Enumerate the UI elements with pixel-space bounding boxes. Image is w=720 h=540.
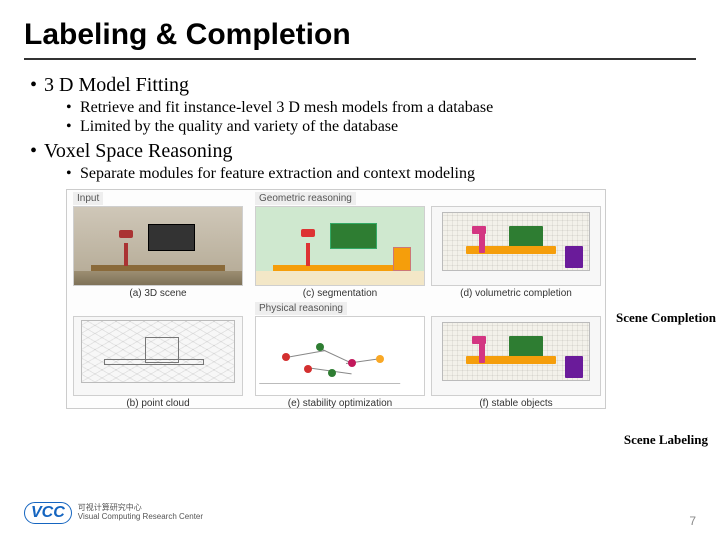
logo-en: Visual Computing Research Center [78,512,203,521]
panel-d [431,206,601,286]
logo-cn: 可视计算研究中心 [78,503,142,512]
side-label-labeling: Scene Labeling [624,432,708,448]
panel-e-label: (e) stability optimization [255,398,425,409]
bullet-3d-model-fitting: •3 D Model Fitting [30,74,696,97]
panel-c-label: (c) segmentation [255,288,425,299]
slide-title: Labeling & Completion [24,18,696,60]
logo-mark: VCC [24,502,72,524]
panel-a [73,206,243,286]
slide: Labeling & Completion •3 D Model Fitting… [0,0,720,540]
bullet-l2a-text: Retrieve and fit instance-level 3 D mesh… [80,99,493,116]
bullet-l2b-text: Limited by the quality and variety of th… [80,118,398,135]
bullet-l1a-text: 3 D Model Fitting [44,74,189,96]
logo-text: 可视计算研究中心 Visual Computing Research Cente… [78,504,203,522]
panel-f [431,316,601,396]
bullet-voxel-space: •Voxel Space Reasoning [30,140,696,163]
bullet-l2c-text: Separate modules for feature extraction … [80,165,475,182]
figure-section-physical: Physical reasoning [255,302,347,315]
panel-c [255,206,425,286]
bullet-limited-by: •Limited by the quality and variety of t… [66,118,696,136]
figure: Input Geometric reasoning Physical reaso… [66,189,606,409]
panel-b-label: (b) point cloud [73,398,243,409]
bullet-separate-modules: •Separate modules for feature extraction… [66,165,696,183]
bullet-l1b-text: Voxel Space Reasoning [44,140,233,162]
panel-e [255,316,425,396]
page-number: 7 [689,514,696,528]
panel-d-label: (d) volumetric completion [431,288,601,299]
footer: VCC 可视计算研究中心 Visual Computing Research C… [24,502,696,532]
figure-section-geometric: Geometric reasoning [255,192,356,205]
panel-b [73,316,243,396]
panel-f-label: (f) stable objects [431,398,601,409]
panel-a-label: (a) 3D scene [73,288,243,299]
side-label-completion: Scene Completion [616,310,716,326]
bullet-retrieve-fit: •Retrieve and fit instance-level 3 D mes… [66,99,696,117]
logo: VCC 可视计算研究中心 Visual Computing Research C… [24,502,203,524]
figure-section-input: Input [73,192,103,205]
